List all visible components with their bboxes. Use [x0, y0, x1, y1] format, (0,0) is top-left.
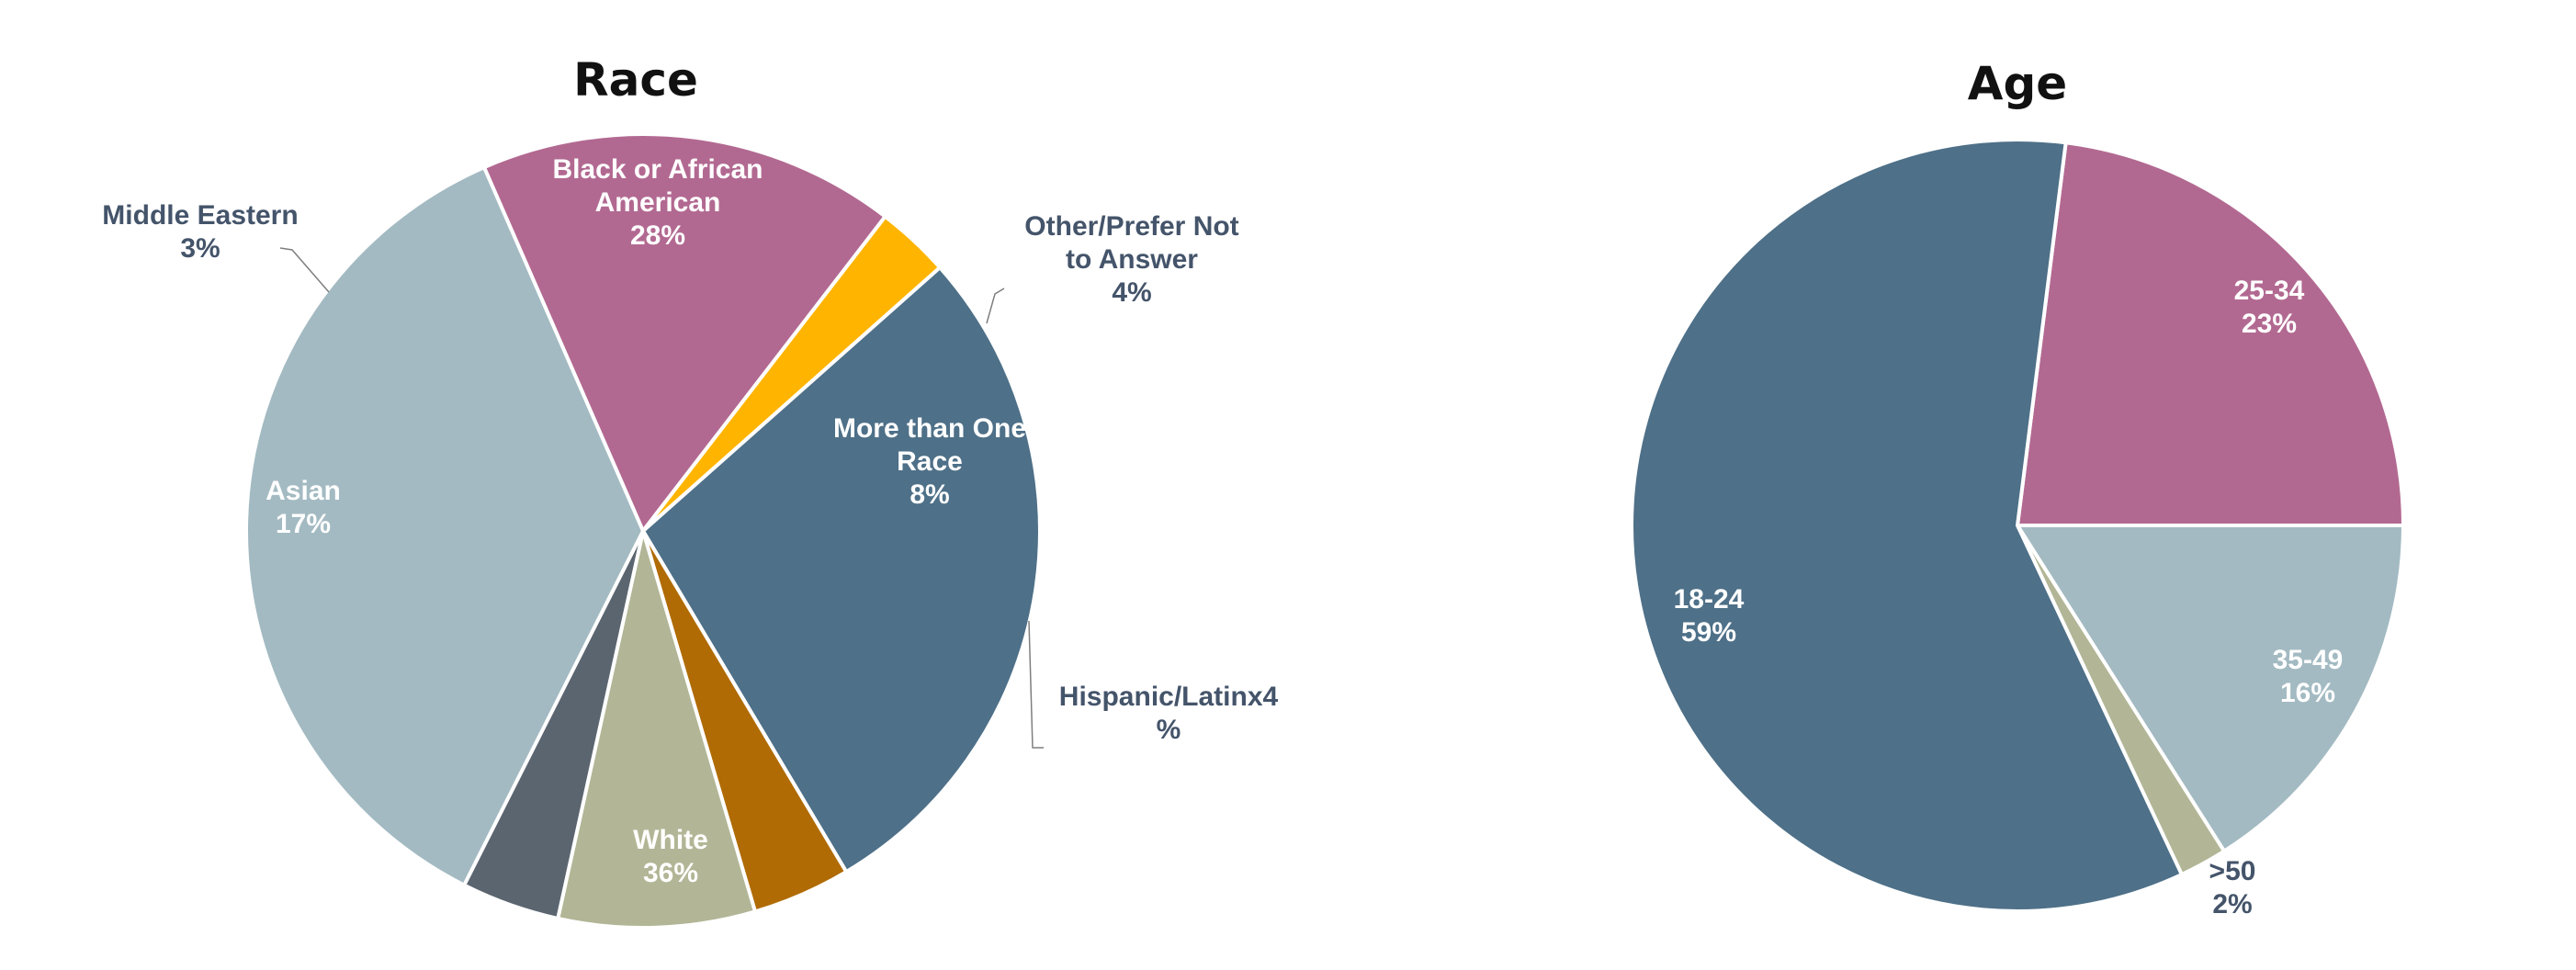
race-chart-title: Race: [573, 53, 698, 107]
race-leader-line-middle-eastern: [279, 247, 330, 293]
age-data-label-25-34: 25-34 23%: [2234, 276, 2305, 339]
race-slice-more-than-one-race: [555, 530, 758, 930]
race-data-label-line: 36%: [643, 858, 698, 888]
race-data-label-line: %: [1157, 715, 1181, 745]
race-slice-white: [244, 164, 646, 888]
race-leader-line-hispanic-latinx: [1028, 620, 1044, 749]
race-data-label-line: 4%: [1112, 277, 1151, 308]
race-data-label-asian: Asian 17%: [266, 476, 341, 539]
race-data-label-line: 17%: [276, 509, 331, 539]
race-slice-black-or-african-american: [640, 265, 1042, 874]
race-data-label-line: Asian: [266, 476, 341, 506]
race-pie-chart: Race Black or African American 28% Other/Pre…: [102, 53, 1279, 930]
age-chart-title: Age: [1968, 57, 2067, 110]
race-data-label-line: Middle Eastern: [102, 200, 298, 231]
race-data-label-line: 28%: [630, 220, 685, 251]
race-data-label-line: White: [633, 825, 708, 855]
race-data-label-black-or-african-american: Black or African American 28%: [553, 154, 763, 251]
age-data-label-line: 16%: [2280, 678, 2335, 708]
race-slice-asian: [481, 132, 888, 535]
race-data-label-line: Black or African: [553, 154, 763, 185]
age-data-label-line: 25-34: [2234, 276, 2305, 306]
age-slice-18-24: [1630, 138, 2185, 913]
race-data-label-line: to Answer: [1066, 244, 1198, 275]
age-pie-chart: Age 25-34 23% 35-49 16% >50 2% 18-24 59%: [1630, 57, 2406, 919]
age-data-label-line: 18-24: [1674, 584, 1745, 615]
age-data-label-line: 35-49: [2273, 645, 2344, 675]
age-data-label-line: >50: [2209, 856, 2256, 886]
race-slice-middle-eastern: [641, 213, 943, 533]
race-data-label-line: American: [595, 187, 721, 218]
age-data-label-50: >50 2%: [2209, 856, 2256, 919]
race-data-label-line: 8%: [910, 479, 949, 510]
age-data-label-line: 23%: [2242, 309, 2297, 339]
age-slice-25-34: [2015, 141, 2406, 527]
race-data-label-line: Race: [897, 446, 963, 477]
race-data-label-other-prefer-not-to-answer: Other/Prefer Not to Answer 4%: [1024, 211, 1238, 308]
age-data-label-18-24: 18-24 59%: [1674, 584, 1745, 648]
age-data-label-line: 2%: [2212, 889, 2252, 919]
race-data-label-middle-eastern: Middle Eastern 3%: [102, 200, 298, 264]
race-data-label-line: Other/Prefer Not: [1024, 211, 1238, 242]
age-slice-35-49: [2014, 524, 2406, 854]
age-data-label-line: 59%: [1681, 617, 1736, 648]
race-data-label-more-than-one-race: More than One Race 8%: [833, 413, 1026, 510]
race-leader-line-other-prefer-not-to-answer: [986, 288, 1005, 324]
race-data-label-white: White 36%: [633, 825, 708, 888]
race-data-label-hispanic-latinx: Hispanic/Latinx4%: [1059, 682, 1279, 745]
race-data-label-line: 3%: [180, 233, 220, 264]
age-data-label-35-49: 35-49 16%: [2273, 645, 2344, 708]
race-data-label-line: More than One: [833, 413, 1026, 444]
race-data-label-line: Hispanic/Latinx4: [1059, 682, 1279, 712]
